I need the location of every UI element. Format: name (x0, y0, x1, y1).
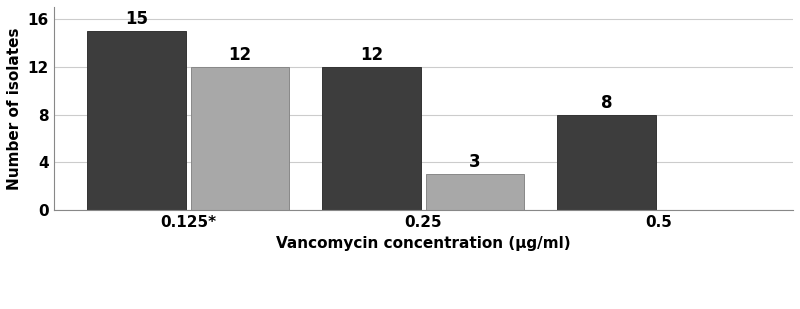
X-axis label: Vancomycin concentration (µg/ml): Vancomycin concentration (µg/ml) (276, 235, 570, 251)
Text: 15: 15 (125, 10, 148, 28)
Bar (426, 174, 525, 210)
Legend: MRCoNS, MSCoNS: MRCoNS, MSCoNS (282, 304, 564, 309)
Bar (322, 67, 421, 210)
Bar (558, 115, 656, 210)
Text: 3: 3 (470, 153, 481, 171)
Text: 12: 12 (229, 46, 251, 64)
Text: 8: 8 (601, 94, 613, 112)
Bar (190, 67, 290, 210)
Y-axis label: Number of isolates: Number of isolates (7, 27, 22, 190)
Bar (87, 31, 186, 210)
Text: 12: 12 (360, 46, 383, 64)
